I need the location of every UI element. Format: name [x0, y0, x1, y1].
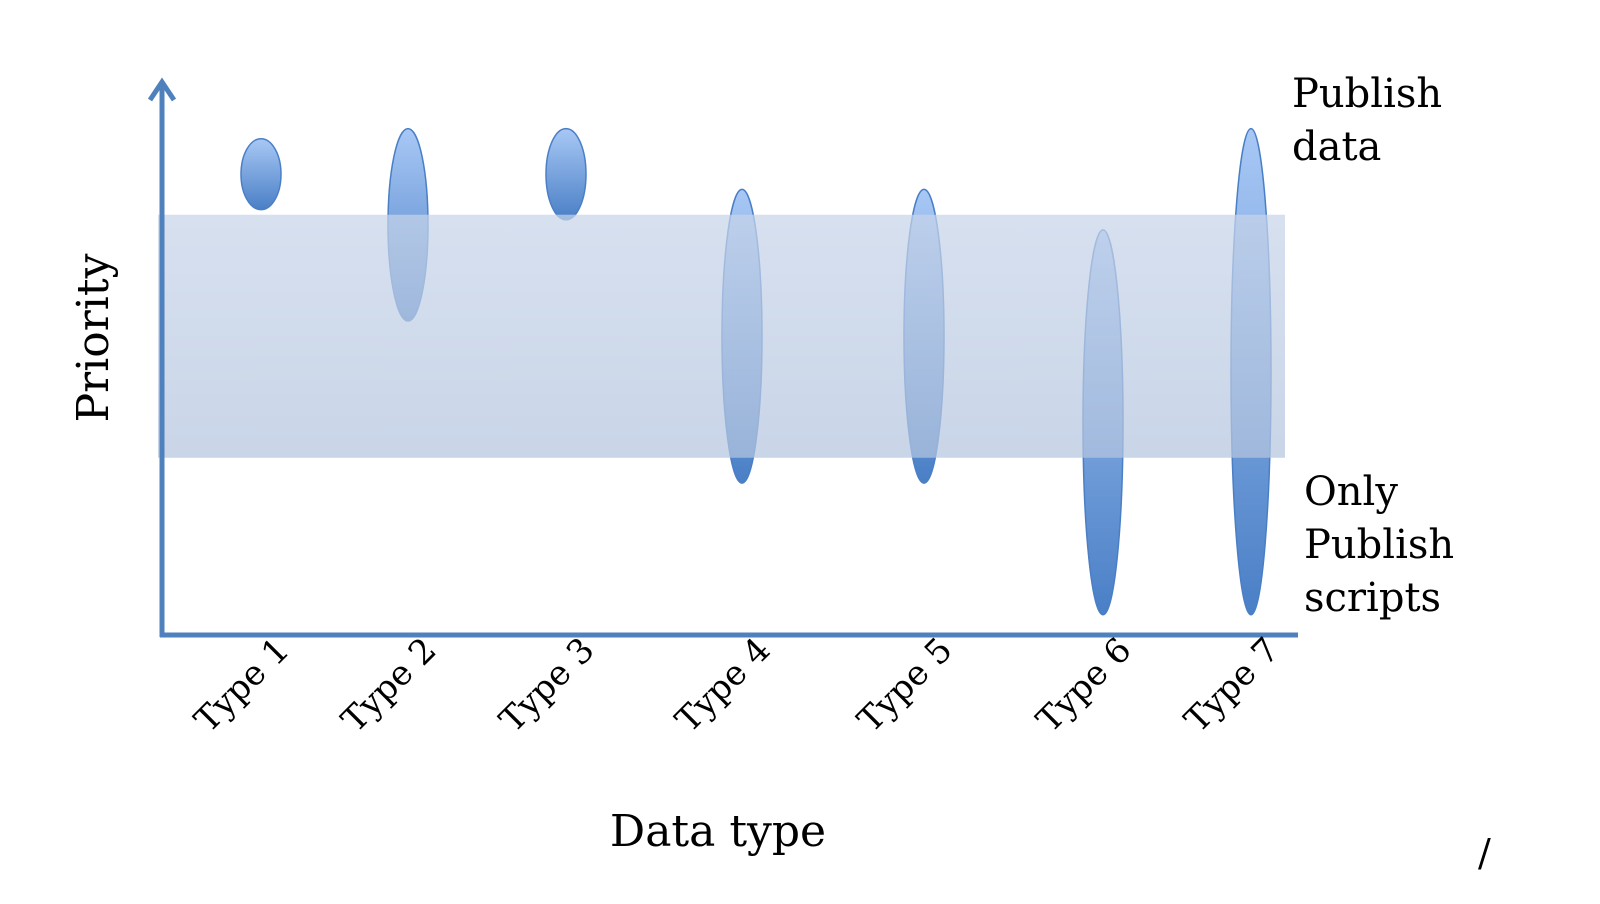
footer-slash-mark: / — [1478, 831, 1491, 875]
x-tick-label-4: Type 4 — [668, 630, 778, 740]
x-tick-labels: Type 1 Type 2 Type 3 Type 4 Type 5 Type 6 Type… — [187, 630, 1287, 740]
x-tick-label-6: Type 6 — [1029, 630, 1139, 740]
x-tick-label-7: Type 7 — [1177, 630, 1287, 740]
x-tick-label-2: Type 2 — [334, 630, 444, 740]
x-tick-label-5: Type 5 — [850, 630, 960, 740]
range-ellipse-3 — [545, 127, 587, 221]
y-axis-arrowhead — [147, 77, 177, 102]
y-axis-title: Priority — [68, 253, 119, 422]
annotation-publish-data-line-1: Publish — [1292, 71, 1442, 117]
priority-band — [158, 214, 1285, 458]
annotation-only-publish-scripts-line-3: scripts — [1304, 575, 1441, 621]
range-ellipse-1 — [240, 138, 282, 211]
annotation-only-publish-scripts-line-2: Publish — [1304, 522, 1454, 568]
x-tick-label-1: Type 1 — [187, 630, 297, 740]
annotation-publish-data-line-2: data — [1292, 124, 1381, 170]
annotation-only-publish-scripts-line-1: Only — [1304, 469, 1398, 515]
x-axis-title: Data type — [610, 806, 826, 857]
x-tick-label-3: Type 3 — [492, 630, 602, 740]
